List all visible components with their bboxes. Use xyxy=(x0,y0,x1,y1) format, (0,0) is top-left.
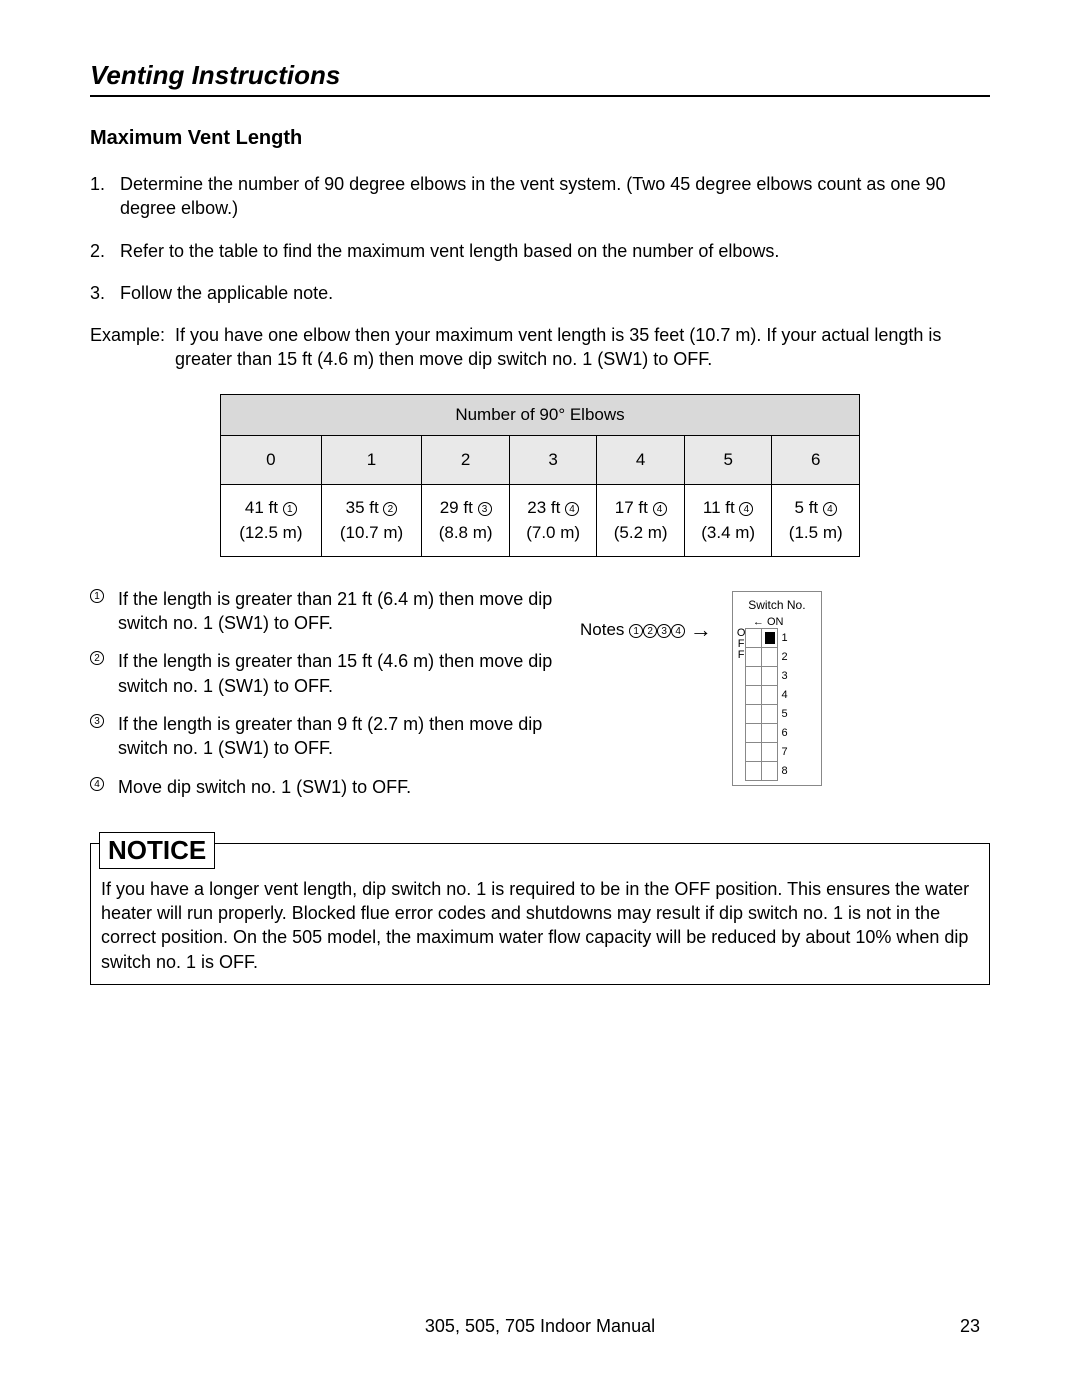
steps-list: Determine the number of 90 degree elbows… xyxy=(90,172,990,305)
switch-on-icon xyxy=(765,632,775,644)
note-ref-icon: 3 xyxy=(478,502,492,516)
note-ref-icon: 2 xyxy=(383,502,397,516)
arrow-right-icon: → xyxy=(690,617,712,642)
dip-off-label: OFF xyxy=(737,628,746,781)
note-ref-icon: 1 xyxy=(283,502,297,516)
table-cell: 35 ft 2(10.7 m) xyxy=(321,484,422,556)
note-item: 2If the length is greater than 15 ft (4.… xyxy=(90,649,560,698)
page-footer: 305, 505, 705 Indoor Manual 23 xyxy=(0,1316,1080,1337)
table-cell: 41 ft 1(12.5 m) xyxy=(221,484,322,556)
note-ref-icon: 4 xyxy=(653,502,667,516)
step-item: Determine the number of 90 degree elbows… xyxy=(90,172,990,221)
note-ref-icon: 4 xyxy=(565,502,579,516)
table-col-header: 4 xyxy=(597,435,685,484)
note-number-icon: 2 xyxy=(90,651,104,665)
note-ref-icon: 1 xyxy=(629,624,643,638)
dip-on-label: ← ON xyxy=(753,616,817,628)
table-cell: 23 ft 4(7.0 m) xyxy=(509,484,597,556)
note-ref-icon: 4 xyxy=(823,502,837,516)
note-item: 1If the length is greater than 21 ft (6.… xyxy=(90,587,560,636)
note-item: 3If the length is greater than 9 ft (2.7… xyxy=(90,712,560,761)
note-number-icon: 1 xyxy=(90,589,104,603)
footer-manual-name: 305, 505, 705 Indoor Manual xyxy=(425,1316,655,1337)
notice-label: NOTICE xyxy=(99,832,215,869)
table-col-header: 5 xyxy=(684,435,772,484)
note-ref-icon: 3 xyxy=(657,624,671,638)
table-col-header: 1 xyxy=(321,435,422,484)
table-cell: 11 ft 4(3.4 m) xyxy=(684,484,772,556)
note-item: 4Move dip switch no. 1 (SW1) to OFF. xyxy=(90,775,560,799)
table-col-header: 2 xyxy=(422,435,510,484)
step-item: Follow the applicable note. xyxy=(90,281,990,305)
notes-pointer: Notes 1234 → xyxy=(580,617,712,643)
notice-text: If you have a longer vent length, dip sw… xyxy=(101,877,979,974)
section-header: Venting Instructions xyxy=(90,60,990,97)
table-title: Number of 90° Elbows xyxy=(221,394,860,435)
note-number-icon: 4 xyxy=(90,777,104,791)
table-cell: 29 ft 3(8.8 m) xyxy=(422,484,510,556)
example-label: Example: xyxy=(90,323,170,347)
notice-box: NOTICE If you have a longer vent length,… xyxy=(90,843,990,985)
table-col-header: 3 xyxy=(509,435,597,484)
table-col-header: 6 xyxy=(772,435,860,484)
table-cell: 17 ft 4(5.2 m) xyxy=(597,484,685,556)
dip-switch-diagram: Switch No. ← ON OFF 1 2 3 4 5 6 7 8 xyxy=(732,591,822,786)
notes-list: 1If the length is greater than 21 ft (6.… xyxy=(90,587,560,813)
vent-length-table: Number of 90° Elbows 0 1 2 3 4 5 6 41 ft… xyxy=(220,394,860,557)
note-ref-icon: 4 xyxy=(671,624,685,638)
note-number-icon: 3 xyxy=(90,714,104,728)
table-cell: 5 ft 4(1.5 m) xyxy=(772,484,860,556)
step-item: Refer to the table to find the maximum v… xyxy=(90,239,990,263)
example-block: Example: If you have one elbow then your… xyxy=(90,323,990,372)
note-ref-icon: 4 xyxy=(739,502,753,516)
footer-page-number: 23 xyxy=(960,1316,980,1337)
dip-switch-grid: 1 2 3 4 5 6 7 8 xyxy=(745,628,790,781)
table-col-header: 0 xyxy=(221,435,322,484)
example-text: If you have one elbow then your maximum … xyxy=(175,323,965,372)
subsection-title: Maximum Vent Length xyxy=(90,127,990,150)
note-ref-icon: 2 xyxy=(643,624,657,638)
dip-title: Switch No. xyxy=(737,598,817,612)
